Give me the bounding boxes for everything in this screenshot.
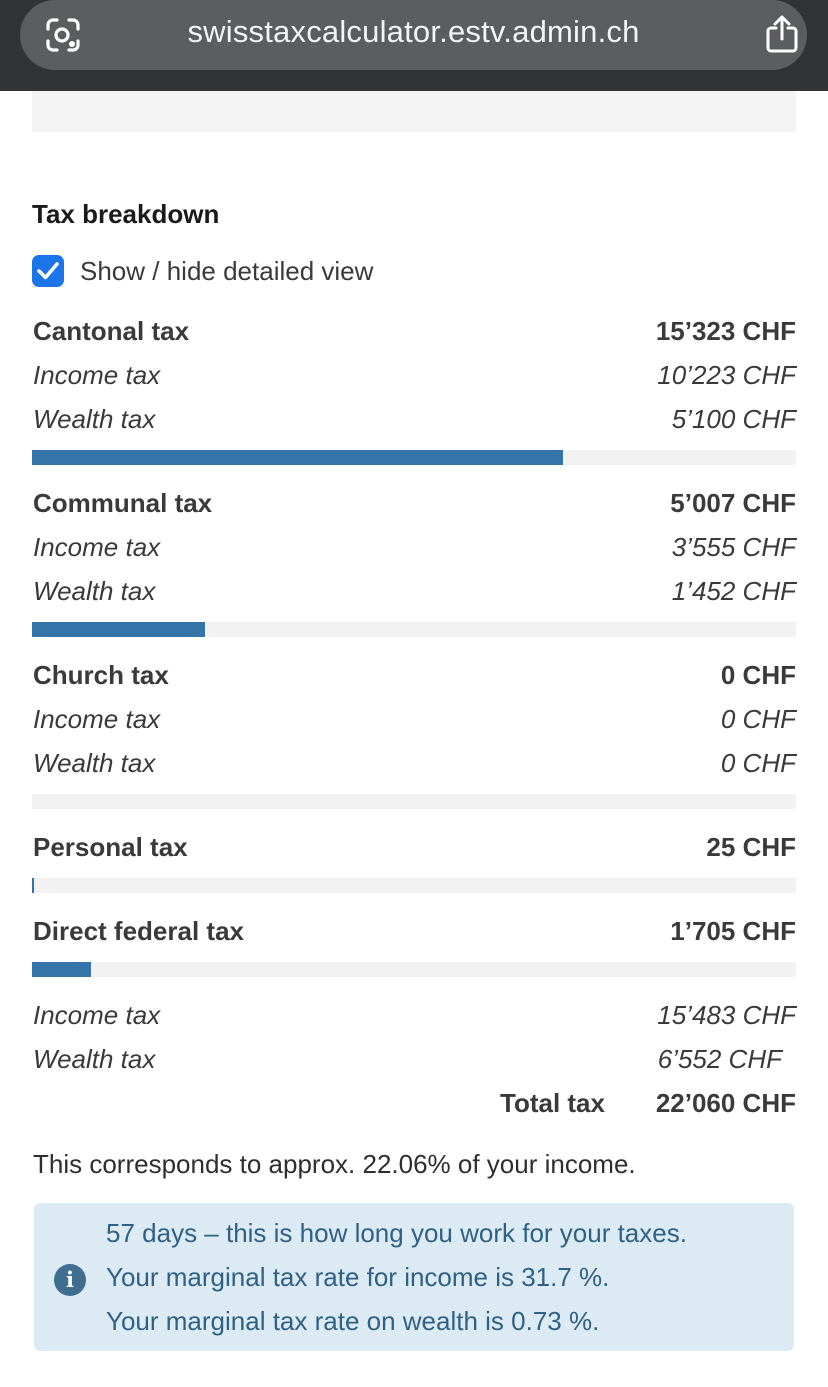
row-label: Wealth tax	[33, 576, 156, 606]
row-label: Personal tax	[33, 832, 188, 862]
cantonal-tax-row: Cantonal tax 15’323 CHF	[32, 316, 796, 350]
row-label: Income tax	[33, 1000, 161, 1030]
total-income-tax-row: Income tax 15’483 CHF	[32, 1000, 796, 1034]
section-title: Tax breakdown	[32, 199, 220, 229]
row-label: Wealth tax	[33, 1044, 156, 1074]
total-tax-value: 22’060 CHF	[655, 1088, 796, 1118]
row-value: 5’007 CHF	[670, 488, 796, 518]
row-value: 6’552 CHF	[657, 1044, 782, 1074]
cantonal-wealth-tax-row: Wealth tax 5’100 CHF	[32, 404, 796, 438]
row-value: 3’555 CHF	[671, 532, 796, 562]
row-value: 25 CHF	[706, 832, 796, 862]
cantonal-tax-bar	[32, 450, 796, 465]
bar-fill	[32, 450, 563, 465]
row-value: 15’483 CHF	[657, 1000, 796, 1030]
church-tax-bar	[32, 794, 796, 809]
info-marginal-wealth: Your marginal tax rate on wealth is 0.73…	[106, 1306, 600, 1336]
row-label: Wealth tax	[33, 748, 156, 778]
info-box: i 57 days – this is how long you work fo…	[34, 1203, 794, 1351]
personal-tax-bar	[32, 878, 796, 893]
address-bar[interactable]: swisstaxcalculator.estv.admin.ch	[20, 0, 807, 70]
communal-tax-bar	[32, 622, 796, 637]
row-value: 5’100 CHF	[671, 404, 796, 434]
info-work-days: 57 days – this is how long you work for …	[106, 1218, 687, 1248]
total-wealth-tax-row: Wealth tax 6’552 CHF	[32, 1044, 796, 1078]
church-wealth-tax-row: Wealth tax 0 CHF	[32, 748, 796, 782]
church-tax-row: Church tax 0 CHF	[32, 660, 796, 694]
bar-fill	[32, 878, 34, 893]
personal-tax-row: Personal tax 25 CHF	[32, 832, 796, 866]
info-marginal-income: Your marginal tax rate for income is 31.…	[106, 1262, 610, 1292]
content-strip	[32, 91, 796, 132]
info-icon: i	[54, 1264, 86, 1296]
row-value: 0 CHF	[720, 660, 796, 690]
total-tax-label: Total tax	[500, 1088, 605, 1118]
detailed-view-checkbox[interactable]	[32, 255, 64, 287]
row-label: Church tax	[33, 660, 169, 690]
communal-income-tax-row: Income tax 3’555 CHF	[32, 532, 796, 566]
row-value: 0 CHF	[720, 704, 796, 734]
bar-fill	[32, 622, 205, 637]
row-value: 10’223 CHF	[657, 360, 796, 390]
checkmark-icon	[37, 262, 59, 280]
bar-fill	[32, 962, 91, 977]
federal-tax-bar	[32, 962, 796, 977]
browser-toolbar: swisstaxcalculator.estv.admin.ch	[0, 0, 828, 91]
url-text[interactable]: swisstaxcalculator.estv.admin.ch	[187, 14, 640, 49]
income-share-text: This corresponds to approx. 22.06% of yo…	[33, 1149, 636, 1179]
lens-icon[interactable]	[44, 16, 82, 54]
communal-tax-row: Communal tax 5’007 CHF	[32, 488, 796, 522]
church-income-tax-row: Income tax 0 CHF	[32, 704, 796, 738]
row-label: Income tax	[33, 360, 161, 390]
row-value: 0 CHF	[720, 748, 796, 778]
row-label: Income tax	[33, 704, 161, 734]
row-label: Cantonal tax	[33, 316, 190, 346]
cantonal-income-tax-row: Income tax 10’223 CHF	[32, 360, 796, 394]
row-value: 15’323 CHF	[655, 316, 796, 346]
row-value: 1’705 CHF	[670, 916, 796, 946]
share-icon[interactable]	[764, 14, 800, 54]
row-label: Communal tax	[33, 488, 213, 518]
row-label: Direct federal tax	[33, 916, 244, 946]
row-label: Income tax	[33, 532, 161, 562]
row-value: 1’452 CHF	[671, 576, 796, 606]
communal-wealth-tax-row: Wealth tax 1’452 CHF	[32, 576, 796, 610]
row-label: Wealth tax	[33, 404, 156, 434]
federal-tax-row: Direct federal tax 1’705 CHF	[32, 916, 796, 950]
detailed-view-label[interactable]: Show / hide detailed view	[80, 256, 374, 286]
